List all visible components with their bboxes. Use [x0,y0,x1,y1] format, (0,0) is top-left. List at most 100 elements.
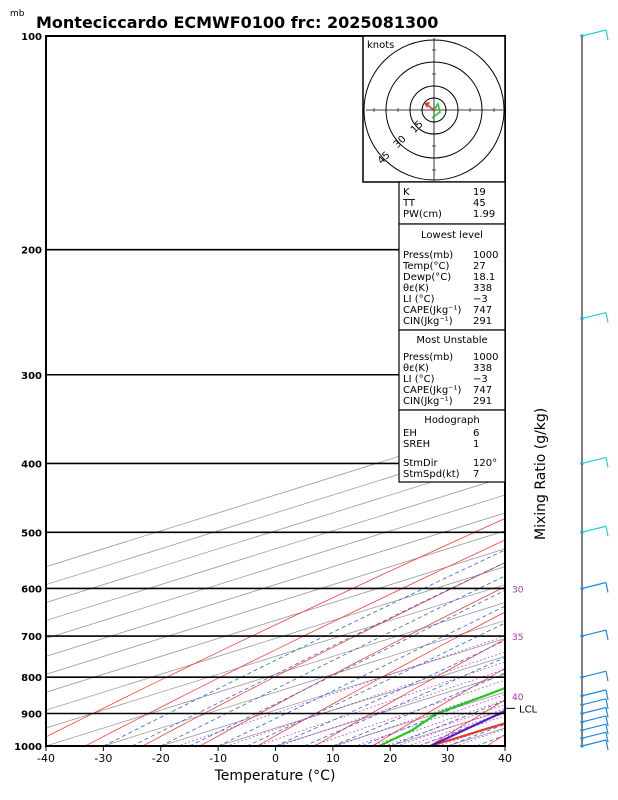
pressure-tick-label: 700 [21,632,42,643]
x-axis-label: Temperature (°C) [214,768,336,784]
isotherm [46,566,505,711]
theta-e-label: 30 [512,585,524,595]
index-value: −3 [473,294,488,305]
x-tick-label: 0 [272,752,279,765]
panel-title: Hodograph [424,415,479,426]
index-label: CAPE(Jkg⁻¹) [403,385,461,396]
index-label: StmDir [403,458,438,469]
mixing-ratio-line [407,711,505,746]
wind-barb [581,731,609,743]
mixing-ratio-line [384,704,505,746]
pressure-tick-label: 600 [21,584,42,595]
index-label: SREH [403,439,430,450]
storm-motion-arrow [424,102,430,108]
pressure-tick-label: 100 [21,32,42,43]
x-tick-label: -10 [209,752,227,765]
index-value: 747 [473,305,492,316]
wind-barb [581,311,609,323]
index-label: CAPE(Jkg⁻¹) [403,305,461,316]
indices-panel: K 19 TT 45 PW(cm) 1.99 Lowest level Press(mb) 10… [398,181,506,483]
index-value: −3 [473,374,488,385]
panel-title: Lowest level [421,230,483,241]
pressure-tick-label: 200 [21,246,42,257]
mixing-ratio-line [256,661,505,746]
isotherm [46,494,505,639]
mixing-ratio-labels: 1234681012141618202530303540LCL [505,585,538,715]
moist-adiabat [275,639,505,746]
index-label: LI (°C) [403,374,435,385]
dry-adiabat [486,733,505,746]
wind-barb [581,629,609,641]
moist-adiabat [131,562,505,746]
chart-title: Monteciccardo ECMWF0100 frc: 2025081300 [36,13,438,32]
index-value: 1.99 [473,209,495,220]
index-value: 291 [473,396,492,407]
wind-barb [581,739,609,751]
index-label: TT [402,198,416,209]
isotherm [46,458,505,603]
index-value: 291 [473,316,492,327]
theta-e-label: 40 [512,693,524,703]
panel-title: Most Unstable [416,335,487,346]
panel-box [398,181,506,225]
moist-adiabat [504,745,505,746]
wind-barb [581,525,609,537]
wind-barb [581,698,609,709]
x-tick-label: -40 [37,752,55,765]
pressure-tick-label: 800 [21,673,42,684]
index-label: LI (°C) [403,294,435,305]
moist-adiabat [390,700,505,746]
isotherm [46,512,505,657]
index-label: CIN(Jkg⁻¹) [403,396,453,407]
wind-barb [581,29,609,41]
index-value: 6 [473,428,479,439]
hodograph-unit: knots [367,40,394,51]
isotherm [46,440,505,586]
pressure-unit-label: mb [10,9,25,19]
index-value: 338 [473,363,492,374]
dry-adiabat [142,562,505,746]
mixing-ratio-line [417,715,505,746]
wind-barb [581,689,609,701]
x-tick-label: 30 [441,752,455,765]
index-value: 1000 [473,352,498,363]
dewpoint-trace [378,686,505,746]
pressure-tick-label: 400 [21,459,42,470]
isotherm [46,530,505,675]
index-label: θε(K) [403,363,429,374]
pressure-tick-label: 300 [21,371,42,382]
moist-adiabat [189,589,505,746]
index-label: PW(cm) [403,209,442,220]
pressure-tick-label: 900 [21,710,42,721]
moist-adiabat [103,549,505,746]
wind-barbs [580,29,609,751]
dry-adiabat [257,611,505,746]
dry-adiabat [314,638,505,746]
index-label: Dewp(°C) [403,272,451,283]
dry-adiabat [544,36,618,746]
index-value: 1000 [473,250,498,261]
index-value: 45 [473,198,486,209]
lcl-label: LCL [519,704,538,715]
index-value: 747 [473,385,492,396]
index-value: 27 [473,261,486,272]
index-label: Temp(°C) [402,261,450,272]
isotherm [46,476,505,621]
panel-box [398,329,506,411]
pressure-tick-label: 500 [21,528,42,539]
x-tick-label: 10 [326,752,340,765]
isotherm [562,36,618,746]
isotherm [46,584,505,729]
mixing-ratio-axis-label: Mixing Ratio (g/kg) [533,408,549,540]
wind-barb [581,715,609,727]
moist-adiabat [332,672,505,746]
background-lines [46,36,618,746]
index-value: 19 [473,187,486,198]
panel-box [398,223,506,331]
mixing-ratio-line [370,699,505,746]
dry-adiabat [46,518,505,738]
index-value: 7 [473,469,479,480]
